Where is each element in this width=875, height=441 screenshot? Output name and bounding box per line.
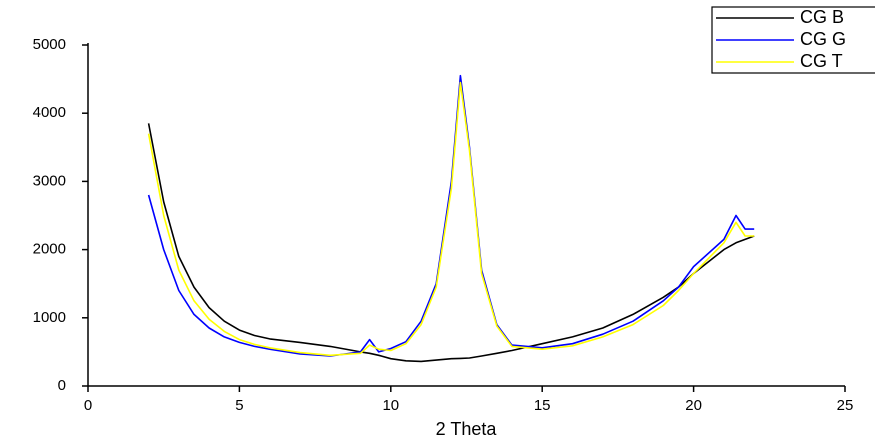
legend-label: CG G bbox=[800, 29, 846, 49]
x-tick-label: 20 bbox=[685, 397, 702, 414]
x-tick-label: 10 bbox=[382, 397, 399, 414]
series-line bbox=[147, 74, 755, 357]
legend-label: CG B bbox=[800, 7, 844, 27]
x-tick-label: 0 bbox=[84, 397, 92, 414]
series-line bbox=[147, 81, 755, 357]
x-tick-label: 25 bbox=[837, 397, 854, 414]
y-tick-label: 2000 bbox=[33, 241, 66, 258]
legend-label: CG T bbox=[800, 51, 843, 71]
x-axis-label: 2 Theta bbox=[436, 419, 498, 439]
y-tick-label: 4000 bbox=[33, 104, 66, 121]
y-tick-label: 0 bbox=[58, 377, 66, 394]
x-tick-label: 5 bbox=[235, 397, 243, 414]
y-tick-label: 5000 bbox=[33, 36, 66, 53]
y-tick-label: 3000 bbox=[33, 172, 66, 189]
x-tick-label: 15 bbox=[534, 397, 551, 414]
y-tick-label: 1000 bbox=[33, 309, 66, 326]
series-line bbox=[147, 123, 755, 363]
